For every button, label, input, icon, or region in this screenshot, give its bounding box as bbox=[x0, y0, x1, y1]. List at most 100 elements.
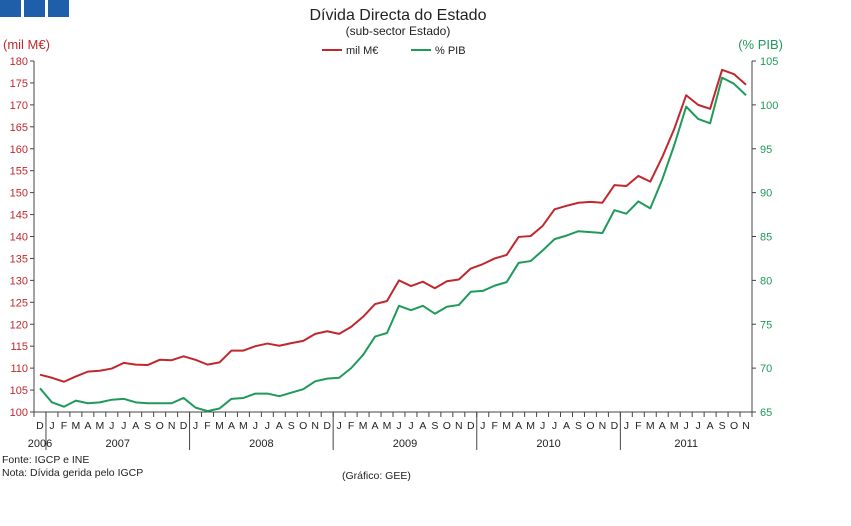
year-label: 2006 bbox=[28, 438, 52, 450]
month-label: A bbox=[84, 420, 91, 432]
month-label: S bbox=[719, 420, 726, 432]
left-tick-label: 120 bbox=[10, 319, 28, 331]
legend-label-pib: % PIB bbox=[435, 45, 466, 57]
month-label: M bbox=[502, 420, 511, 432]
month-label: F bbox=[635, 420, 641, 432]
chart-credit: (Gráfico: GEE) bbox=[342, 470, 411, 482]
year-label: 2009 bbox=[393, 438, 417, 450]
year-label: 2011 bbox=[674, 438, 698, 450]
month-label: N bbox=[742, 420, 750, 432]
month-label: M bbox=[72, 420, 81, 432]
month-label: J bbox=[265, 420, 270, 432]
month-label: F bbox=[204, 420, 210, 432]
month-label: D bbox=[180, 420, 188, 432]
plot-area bbox=[39, 68, 747, 413]
month-label: J bbox=[540, 420, 545, 432]
source-note: Fonte: IGCP e INE bbox=[2, 454, 89, 466]
month-label: M bbox=[359, 420, 368, 432]
year-label: 2007 bbox=[106, 438, 130, 450]
series-line-mil-meur bbox=[39, 68, 747, 383]
month-label: M bbox=[646, 420, 655, 432]
month-label: A bbox=[659, 420, 666, 432]
right-tick-label: 70 bbox=[760, 363, 772, 375]
month-label: M bbox=[215, 420, 224, 432]
left-tick-label: 125 bbox=[10, 297, 28, 309]
month-label: J bbox=[253, 420, 258, 432]
right-tick-label: 90 bbox=[760, 188, 772, 200]
month-label: N bbox=[455, 420, 463, 432]
chart-title: Dívida Directa do Estado bbox=[310, 7, 487, 24]
left-tick-label: 115 bbox=[10, 341, 28, 353]
month-label: M bbox=[383, 420, 392, 432]
month-label: A bbox=[419, 420, 426, 432]
month-label: O bbox=[730, 420, 738, 432]
month-label: J bbox=[552, 420, 557, 432]
right-tick-label: 80 bbox=[760, 275, 772, 287]
month-label: A bbox=[228, 420, 235, 432]
month-label: F bbox=[348, 420, 354, 432]
logo-block-1 bbox=[0, 0, 21, 17]
year-label: 2008 bbox=[249, 438, 273, 450]
year-label: 2010 bbox=[536, 438, 560, 450]
month-label: N bbox=[311, 420, 319, 432]
month-label: M bbox=[670, 420, 679, 432]
right-tick-label: 105 bbox=[760, 56, 778, 68]
left-tick-label: 165 bbox=[10, 122, 28, 134]
month-label: D bbox=[611, 420, 619, 432]
logo bbox=[0, 0, 69, 17]
month-label: J bbox=[624, 420, 629, 432]
month-label: J bbox=[49, 420, 54, 432]
month-label: O bbox=[156, 420, 164, 432]
left-tick-label: 145 bbox=[10, 210, 28, 222]
month-label: A bbox=[563, 420, 570, 432]
chart-subtitle: (sub-sector Estado) bbox=[346, 24, 451, 38]
right-tick-label: 100 bbox=[760, 100, 778, 112]
left-axis-unit: (mil M€) bbox=[3, 37, 50, 52]
left-tick-label: 105 bbox=[10, 385, 28, 397]
month-label: S bbox=[431, 420, 438, 432]
right-tick-label: 95 bbox=[760, 144, 772, 156]
month-label: O bbox=[586, 420, 594, 432]
month-label: M bbox=[95, 420, 104, 432]
left-tick-label: 150 bbox=[10, 188, 28, 200]
month-label: D bbox=[323, 420, 331, 432]
month-label: J bbox=[337, 420, 342, 432]
month-label: N bbox=[599, 420, 607, 432]
month-label: J bbox=[696, 420, 701, 432]
left-tick-label: 135 bbox=[10, 253, 28, 265]
month-label: J bbox=[121, 420, 126, 432]
month-label: A bbox=[515, 420, 522, 432]
left-tick-label: 175 bbox=[10, 78, 28, 90]
month-label: A bbox=[276, 420, 283, 432]
month-label: S bbox=[144, 420, 151, 432]
month-label: J bbox=[408, 420, 413, 432]
month-label: J bbox=[480, 420, 485, 432]
month-label: M bbox=[526, 420, 535, 432]
month-label: M bbox=[239, 420, 248, 432]
footnote: Nota: Dívida gerida pelo IGCP bbox=[2, 467, 143, 479]
month-label: A bbox=[707, 420, 714, 432]
left-tick-label: 160 bbox=[10, 144, 28, 156]
month-label: A bbox=[132, 420, 139, 432]
month-label: J bbox=[193, 420, 198, 432]
month-label: J bbox=[109, 420, 114, 432]
left-tick-label: 140 bbox=[10, 232, 28, 244]
right-tick-label: 85 bbox=[760, 232, 772, 244]
axes: 100 105 110 115 120 125 130 135 140 145 150 155 160 1… bbox=[10, 56, 778, 450]
left-tick-label: 100 bbox=[10, 407, 28, 419]
month-label: N bbox=[168, 420, 176, 432]
logo-block-3 bbox=[48, 0, 69, 17]
month-label: O bbox=[443, 420, 451, 432]
left-tick-label: 170 bbox=[10, 100, 28, 112]
month-label: F bbox=[492, 420, 498, 432]
month-label: J bbox=[396, 420, 401, 432]
right-axis-unit: (% PIB) bbox=[738, 37, 783, 52]
month-label: J bbox=[684, 420, 689, 432]
month-label: O bbox=[299, 420, 307, 432]
series-line-pct-pib bbox=[39, 76, 747, 413]
month-label: D bbox=[467, 420, 475, 432]
left-tick-label: 110 bbox=[10, 363, 28, 375]
month-label: A bbox=[372, 420, 379, 432]
month-label: D bbox=[36, 420, 44, 432]
